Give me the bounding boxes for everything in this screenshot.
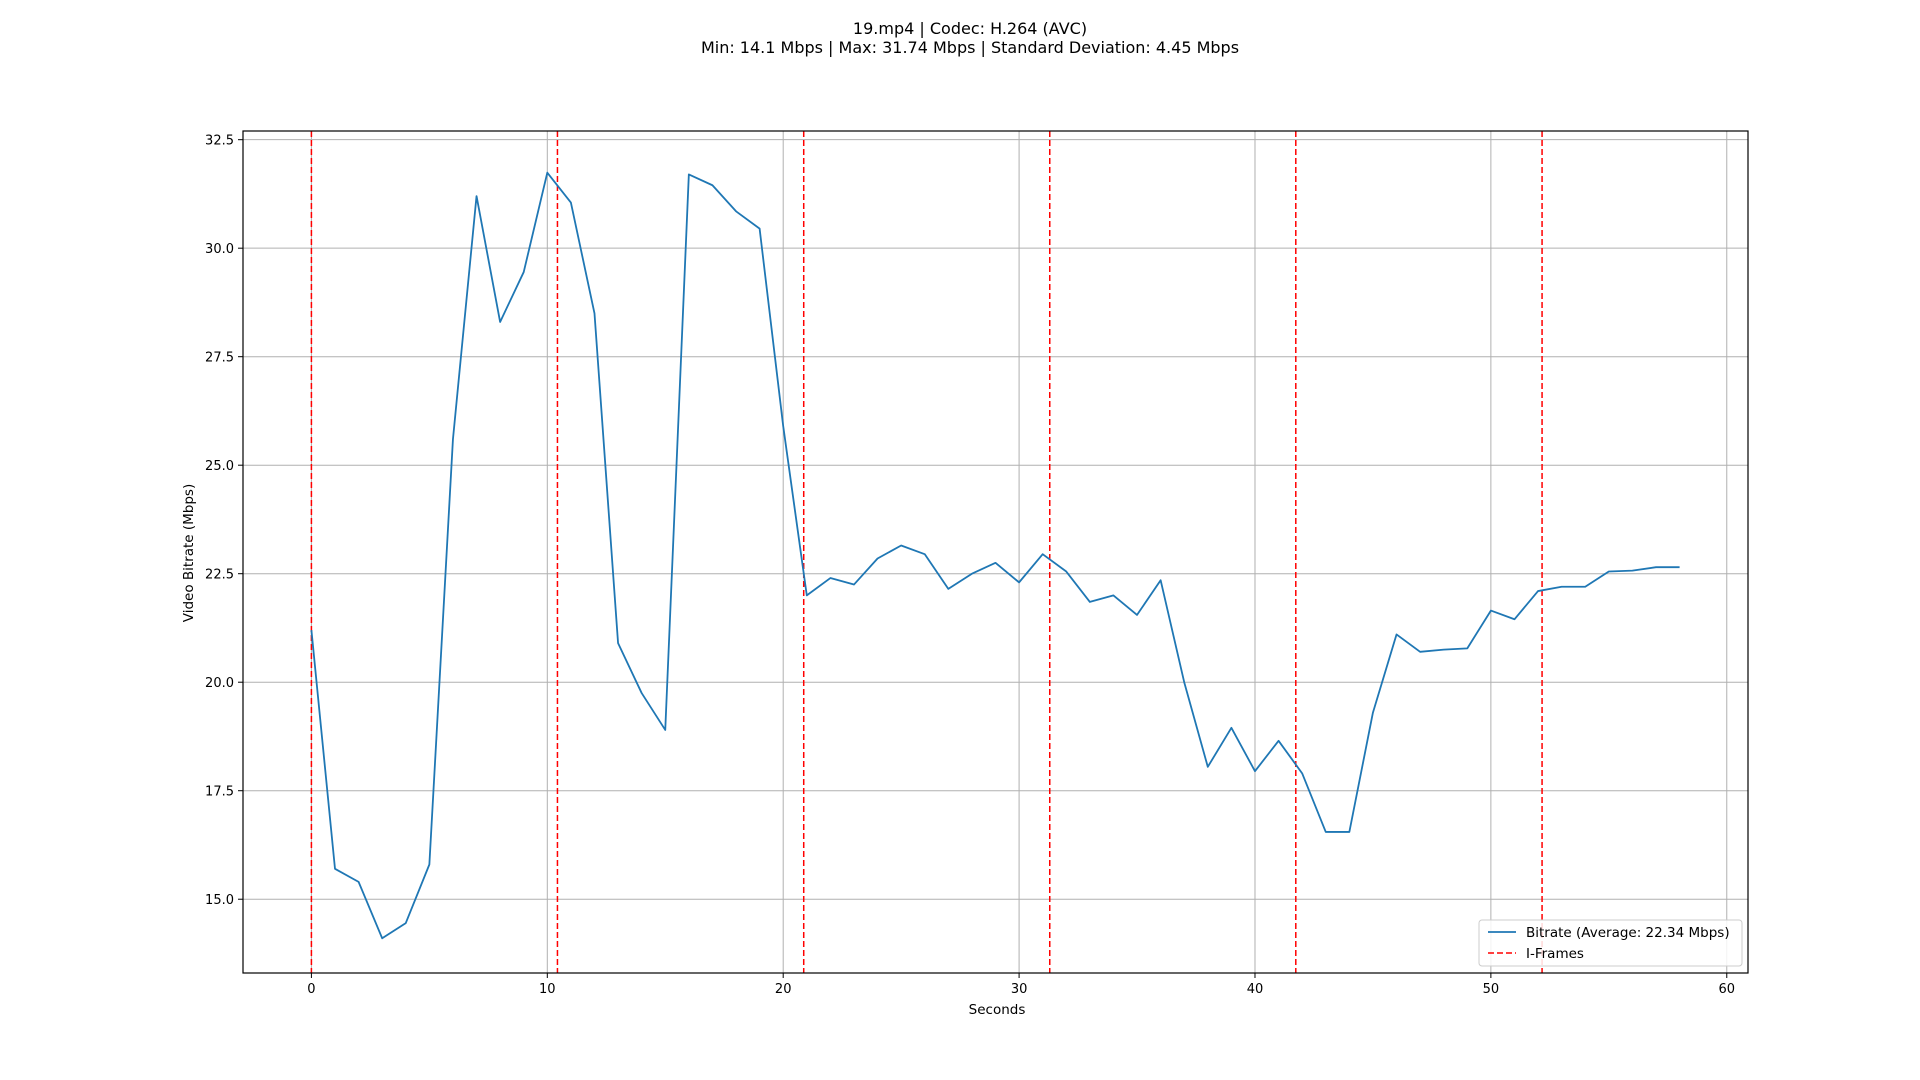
y-axis-ticks: 15.0 17.5 20.0 22.5 25.0 27.5 30.0 32.5 (205, 134, 243, 908)
x-tick-label: 10 (539, 982, 556, 997)
y-tick-label: 20.0 (205, 676, 234, 691)
x-axis-label: Seconds (969, 1002, 1026, 1018)
x-axis-ticks: 0 10 20 30 40 50 60 (307, 973, 1735, 997)
y-tick-label: 30.0 (205, 242, 234, 257)
iframe-markers (310, 131, 1543, 973)
y-tick-label: 32.5 (205, 134, 234, 149)
legend: Bitrate (Average: 22.34 Mbps) I-Frames (1478, 919, 1743, 967)
x-tick-label: 40 (1247, 982, 1264, 997)
y-tick-label: 15.0 (205, 893, 234, 908)
y-tick-label: 17.5 (205, 785, 234, 800)
x-tick-label: 30 (1011, 982, 1028, 997)
legend-bitrate-label: Bitrate (Average: 22.34 Mbps) (1526, 925, 1730, 941)
x-tick-label: 20 (775, 982, 792, 997)
y-axis-label: Video Bitrate (Mbps) (181, 484, 197, 623)
y-tick-label: 27.5 (205, 351, 234, 366)
chart-subtitle: Min: 14.1 Mbps | Max: 31.74 Mbps | Stand… (701, 38, 1239, 57)
plot-area-frame (242, 130, 1749, 974)
x-tick-label: 0 (307, 982, 315, 997)
x-tick-label: 60 (1718, 982, 1735, 997)
x-tick-label: 50 (1483, 982, 1500, 997)
legend-iframes-label: I-Frames (1526, 946, 1584, 962)
y-tick-label: 22.5 (205, 568, 234, 583)
legend-box (1478, 919, 1743, 967)
chart-title: 19.mp4 | Codec: H.264 (AVC) (853, 19, 1087, 38)
bitrate-series-line (310, 171, 1680, 940)
grid-lines (243, 131, 1748, 973)
series-layer (310, 171, 1680, 940)
y-tick-label: 25.0 (205, 459, 234, 474)
